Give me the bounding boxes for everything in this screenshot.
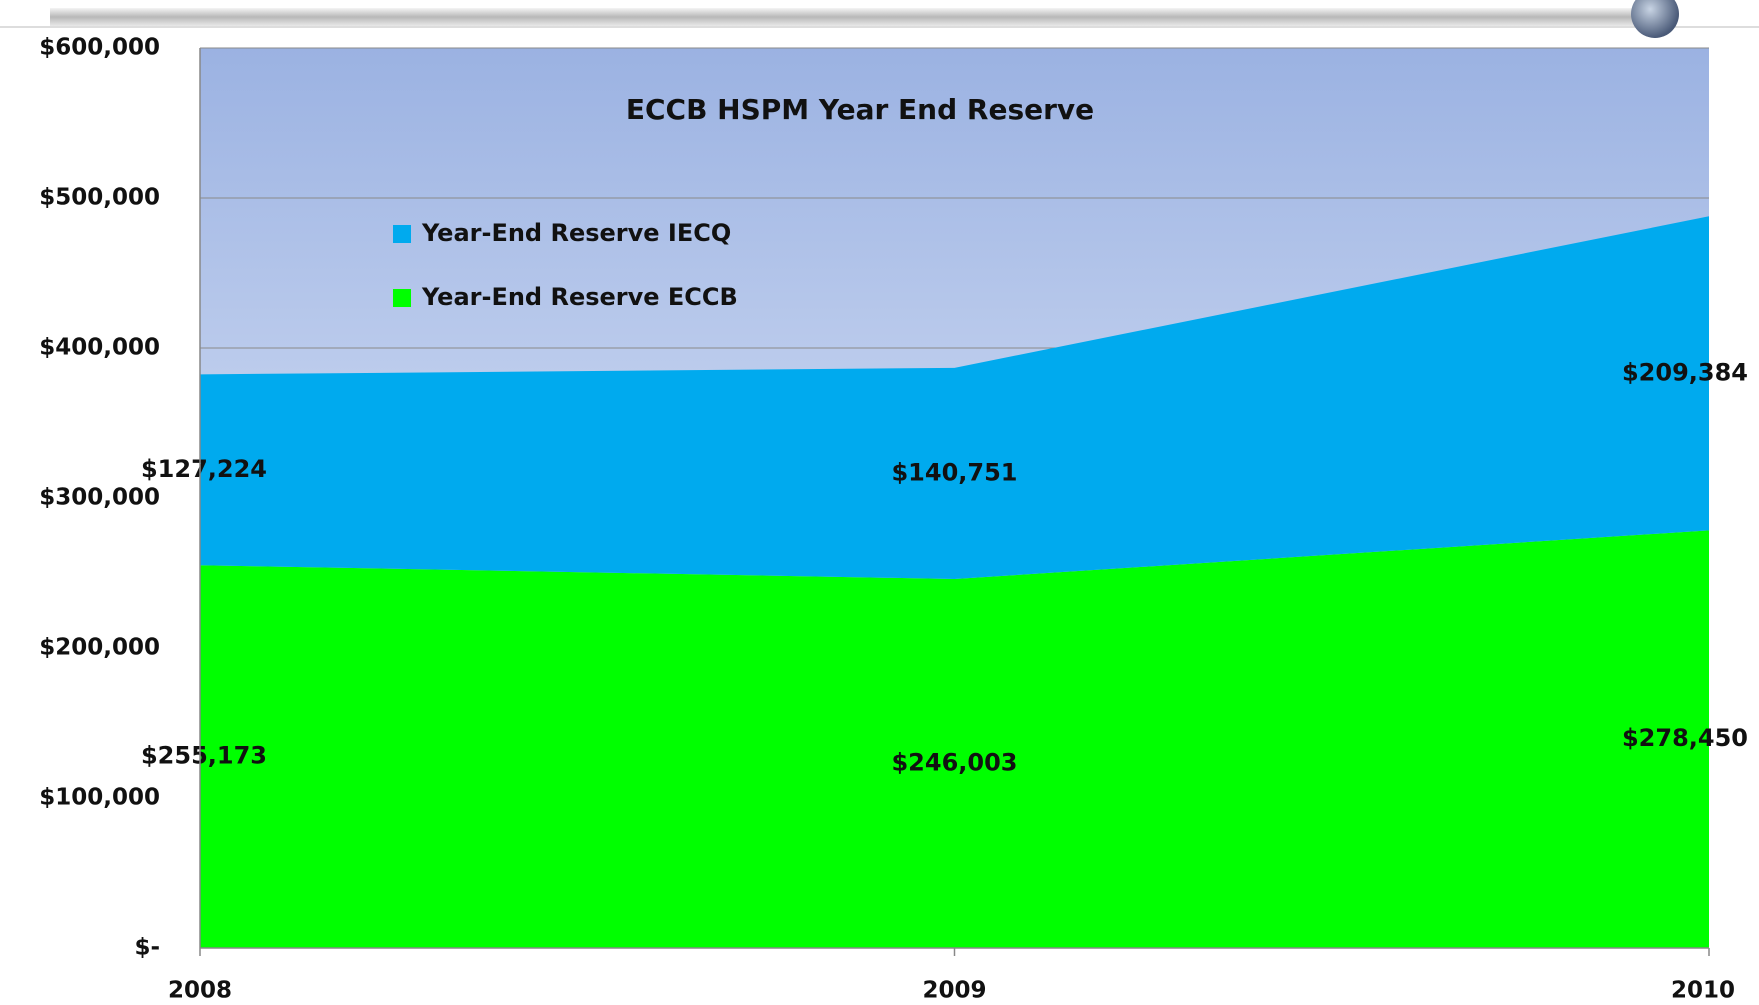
legend-swatch bbox=[393, 225, 411, 243]
plot-area: $- $100,000 $200,000 $300,000 $400,000 $500,0… bbox=[39, 35, 1748, 1004]
x-tick-label: 2008 bbox=[168, 978, 232, 1004]
value-label: $278,450 bbox=[1622, 724, 1748, 752]
y-tick-label: $- bbox=[134, 935, 160, 961]
value-label: $255,173 bbox=[141, 742, 267, 770]
area bbox=[200, 216, 1709, 579]
value-label: $140,751 bbox=[891, 458, 1017, 486]
logo bbox=[1631, 0, 1679, 38]
header-bar bbox=[50, 8, 1650, 26]
y-tick-label: $200,000 bbox=[39, 635, 160, 661]
value-label: $209,384 bbox=[1622, 358, 1748, 386]
area bbox=[200, 530, 1709, 948]
x-tick-label: 2010 bbox=[1671, 978, 1735, 1004]
y-tick-label: $500,000 bbox=[39, 185, 160, 211]
chart-title: ECCB HSPM Year End Reserve bbox=[626, 93, 1094, 126]
y-tick-label: $300,000 bbox=[39, 485, 160, 511]
legend-label: Year-End Reserve ECCB bbox=[421, 283, 738, 311]
value-label: $127,224 bbox=[141, 455, 267, 483]
y-tick-label: $600,000 bbox=[39, 35, 160, 61]
value-label: $246,003 bbox=[891, 748, 1017, 776]
legend-label: Year-End Reserve IECQ bbox=[421, 219, 731, 247]
legend-swatch bbox=[393, 289, 411, 307]
x-tick-label: 2009 bbox=[922, 978, 986, 1004]
y-tick-label: $100,000 bbox=[39, 785, 160, 811]
y-tick-label: $400,000 bbox=[39, 335, 160, 361]
